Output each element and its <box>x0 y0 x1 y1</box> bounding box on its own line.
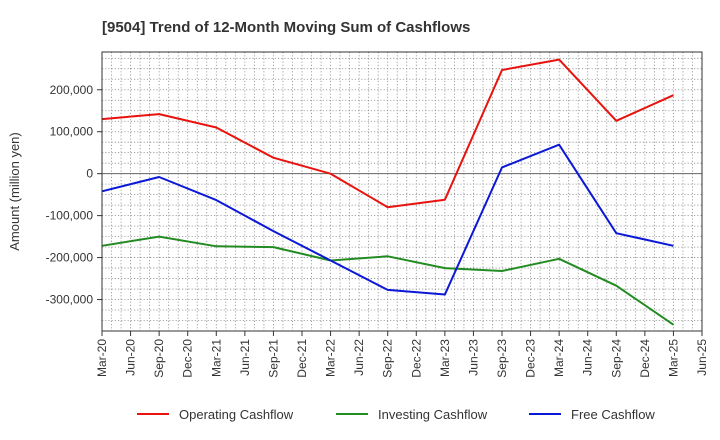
x-tick-label: Mar-25 <box>666 339 680 377</box>
plot-frame <box>101 51 703 332</box>
x-tick-label: Jun-25 <box>695 339 709 376</box>
series-line-operating-cashflow <box>101 58 674 209</box>
x-tick-label: Sep-24 <box>609 339 623 378</box>
legend-label: Operating Cashflow <box>179 407 294 422</box>
legend-label: Free Cashflow <box>571 407 655 422</box>
x-tick-label: Sep-23 <box>495 339 509 378</box>
grid <box>102 52 702 331</box>
x-tick-label: Dec-23 <box>524 339 538 378</box>
series-lines <box>101 58 674 326</box>
x-tick-label: Jun-23 <box>466 339 480 376</box>
series-line-investing-cashflow <box>101 235 674 326</box>
y-tick-label: -200,000 <box>46 251 94 265</box>
y-tick-label: 200,000 <box>50 83 94 97</box>
x-tick-label: Dec-24 <box>638 339 652 378</box>
x-tick-label: Mar-23 <box>438 339 452 377</box>
y-tick-label: -100,000 <box>46 209 94 223</box>
x-tick-label: Mar-24 <box>552 339 566 377</box>
x-tick-label: Dec-20 <box>181 339 195 378</box>
y-axis-label: Amount (million yen) <box>7 132 22 251</box>
y-tick-label: 0 <box>86 167 93 181</box>
y-tick-label: -300,000 <box>46 293 94 307</box>
x-tick-label: Sep-21 <box>266 339 280 378</box>
y-tick-label: 100,000 <box>50 125 94 139</box>
x-tick-label: Jun-24 <box>581 339 595 376</box>
x-tick-label: Mar-22 <box>324 339 338 377</box>
y-axis-ticks: 200,000 100,000 0 -100,000 -200,000 -300,000 <box>46 83 102 307</box>
x-tick-label: Sep-22 <box>381 339 395 378</box>
series-line-free-cashflow <box>101 143 674 296</box>
legend: Operating Cashflow Investing Cashflow Free… <box>137 407 655 422</box>
x-tick-label: Jun-22 <box>352 339 366 376</box>
legend-label: Investing Cashflow <box>378 407 488 422</box>
x-tick-label: Jun-20 <box>124 339 138 376</box>
x-tick-label: Dec-21 <box>295 339 309 378</box>
chart-title: [9504] Trend of 12-Month Moving Sum of C… <box>102 19 470 36</box>
x-tick-label: Dec-22 <box>409 339 423 378</box>
x-tick-label: Jun-21 <box>238 339 252 376</box>
x-axis-ticks: Mar-20 Jun-20 Sep-20 Dec-20 Mar-21 Jun-21 Sep-… <box>95 331 709 378</box>
x-tick-label: Mar-21 <box>209 339 223 377</box>
x-tick-label: Sep-20 <box>152 339 166 378</box>
x-tick-label: Mar-20 <box>95 339 109 377</box>
